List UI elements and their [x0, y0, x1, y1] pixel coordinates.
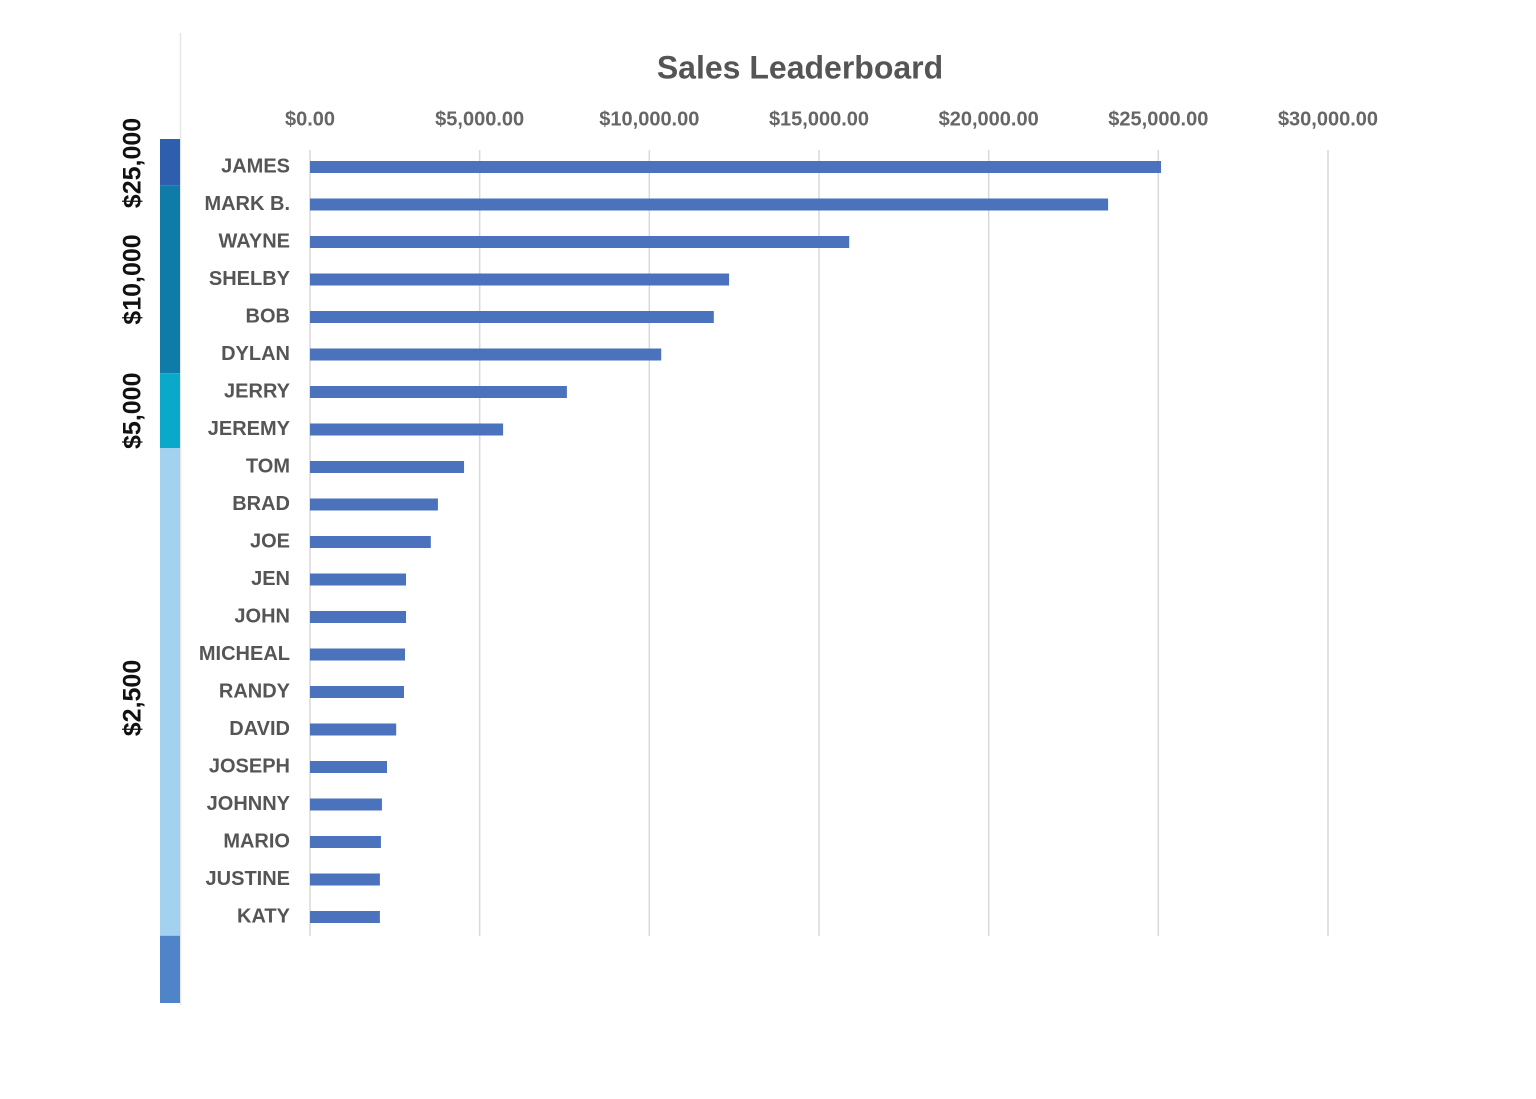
- bar: [310, 198, 1109, 211]
- x-tick-label: $5,000.00: [435, 108, 524, 130]
- y-tick-label: JOHNNY: [207, 793, 291, 815]
- y-tick-label: SHELBY: [209, 268, 291, 290]
- x-tick-label: $15,000.00: [769, 108, 869, 130]
- bar: [310, 536, 431, 548]
- tier-label: $25,000: [119, 118, 147, 208]
- x-tick-label: $10,000.00: [599, 108, 699, 130]
- bar: [310, 161, 1162, 173]
- bar: [310, 911, 380, 923]
- y-tick-label: RANDY: [219, 680, 291, 702]
- bar: [310, 423, 504, 436]
- x-tick-label: $0.00: [285, 108, 335, 130]
- y-tick-label: JAMES: [221, 155, 290, 177]
- bar: [310, 798, 382, 811]
- bar: [310, 836, 381, 848]
- y-tick-label: JEREMY: [208, 418, 291, 440]
- y-tick-label: JUSTINE: [206, 868, 290, 890]
- y-tick-label: MARK B.: [204, 193, 290, 215]
- bar: [310, 686, 404, 698]
- y-tick-label: JOE: [250, 530, 290, 552]
- x-tick-label: $20,000.00: [939, 108, 1039, 130]
- bar: [310, 311, 714, 323]
- y-tick-label: DAVID: [229, 718, 290, 740]
- bar: [310, 573, 407, 586]
- bar: [310, 236, 850, 248]
- y-tick-label: WAYNE: [218, 230, 290, 252]
- tier-label: $5,000: [119, 373, 147, 449]
- y-tick-label: JOSEPH: [209, 755, 290, 777]
- bar: [310, 723, 397, 736]
- bar: [310, 648, 406, 661]
- bar: [310, 873, 380, 886]
- tier-band-extra: [160, 935, 180, 1003]
- y-tick-label: TOM: [246, 455, 290, 477]
- y-tick-label: JOHN: [234, 605, 290, 627]
- bar: [310, 761, 388, 773]
- tier-band: [160, 373, 180, 449]
- bar: [310, 273, 730, 286]
- bar: [310, 461, 465, 473]
- tier-label: $10,000: [119, 234, 147, 324]
- y-tick-label: MARIO: [223, 830, 290, 852]
- tier-label: $2,500: [119, 660, 147, 736]
- tier-band: [160, 139, 180, 186]
- tier-band: [160, 448, 180, 936]
- chart-title: Sales Leaderboard: [657, 49, 943, 85]
- bar: [310, 498, 438, 511]
- x-tick-label: $25,000.00: [1108, 108, 1208, 130]
- bar: [310, 386, 567, 398]
- y-tick-label: KATY: [237, 905, 291, 927]
- x-tick-label: $30,000.00: [1278, 108, 1378, 130]
- bar: [310, 611, 407, 623]
- y-tick-label: MICHEAL: [199, 643, 290, 665]
- y-tick-label: JERRY: [224, 380, 291, 402]
- bar: [310, 348, 662, 361]
- y-tick-label: BOB: [246, 305, 290, 327]
- y-tick-label: JEN: [251, 568, 290, 590]
- y-tick-label: DYLAN: [221, 343, 290, 365]
- tier-band: [160, 185, 180, 374]
- y-tick-label: BRAD: [232, 493, 290, 515]
